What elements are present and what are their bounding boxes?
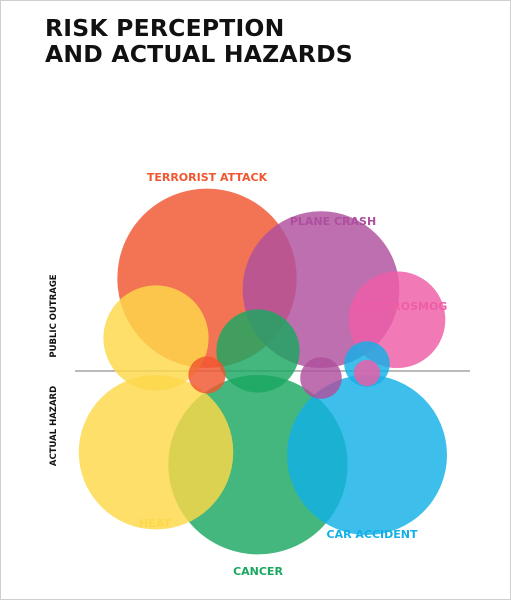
bubble-hazard-plane-crash — [300, 357, 342, 399]
bubble-hazard-electrosmog — [354, 360, 380, 386]
axis-label-actual-hazard: ACTUAL HAZARD — [49, 386, 59, 466]
label-cancer: CANCER — [233, 565, 283, 578]
bubble-hazard-heat — [79, 375, 234, 530]
bubble-hazard-terrorist-attack — [188, 356, 225, 393]
axis-label-public-outrage: PUBLIC OUTRAGE — [49, 274, 59, 357]
label-electrosmog: ELECTROSMOG — [355, 300, 448, 313]
label-terrorist-attack: TERRORIST ATTACK — [147, 171, 268, 184]
label-plane-crash: PLANE CRASH — [290, 215, 376, 228]
label-heat: HEAT — [139, 517, 171, 530]
bubble-hazard-car-accident — [287, 375, 447, 535]
label-car-accident: CAR ACCIDENT — [327, 528, 418, 541]
